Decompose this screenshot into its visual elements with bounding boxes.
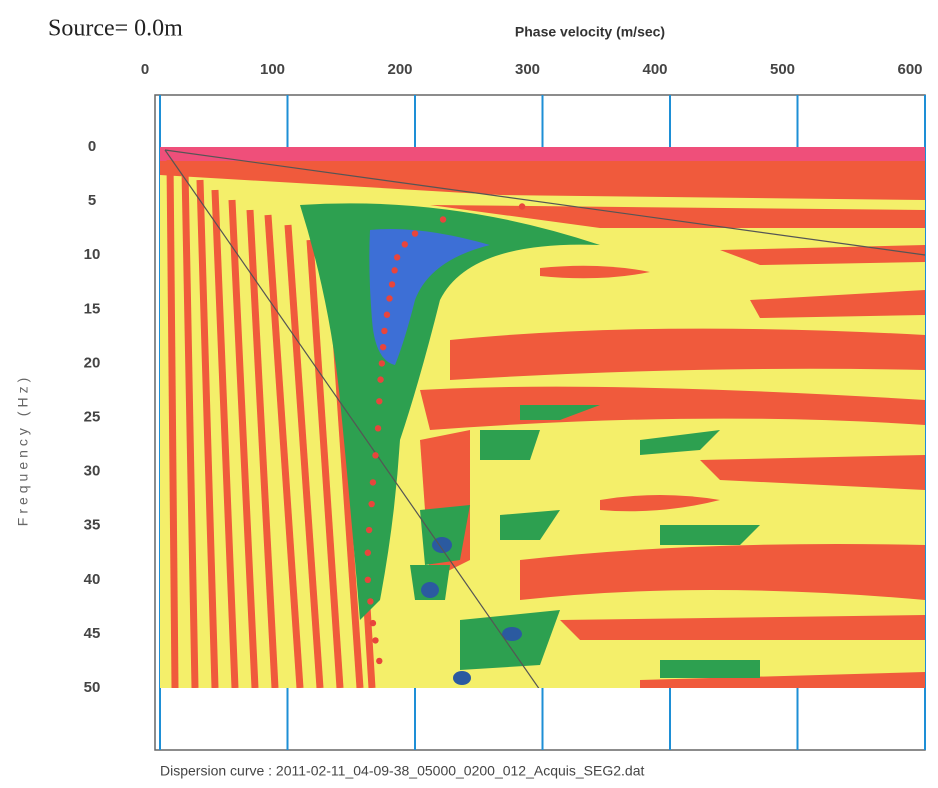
y-tick-label: 20: [84, 354, 101, 371]
x-tick-label: 300: [515, 61, 540, 78]
dispersion-point: [375, 425, 381, 431]
dispersion-point: [394, 254, 400, 260]
dispersion-point: [380, 344, 386, 350]
dispersion-point: [365, 577, 371, 583]
dispersion-point: [372, 452, 378, 458]
x-tick-label: 500: [770, 61, 795, 78]
caption: Dispersion curve : 2011-02-11_04-09-38_0…: [160, 763, 644, 779]
dispersion-point: [386, 295, 392, 301]
dispersion-point: [412, 230, 418, 236]
chart-title: Source= 0.0m: [48, 16, 183, 42]
chart: Source= 0.0m Phase velocity (m/sec) Freq…: [0, 0, 938, 788]
y-tick-label: 30: [84, 463, 101, 480]
y-tick-label: 5: [88, 192, 96, 209]
y-tick-label: 40: [84, 571, 101, 588]
dispersion-point: [402, 241, 408, 247]
dispersion-point: [377, 376, 383, 382]
x-tick-label: 400: [642, 61, 667, 78]
y-tick-label: 0: [88, 138, 96, 155]
dispersion-point: [381, 328, 387, 334]
y-tick-label: 10: [84, 246, 101, 263]
y-tick-label: 50: [84, 679, 101, 696]
dispersion-point: [379, 360, 385, 366]
y-tick-label: 25: [84, 408, 101, 425]
y-tick-label: 15: [84, 300, 101, 317]
x-tick-label: 200: [387, 61, 412, 78]
dispersion-point: [370, 620, 376, 626]
x-tick-label: 600: [897, 61, 922, 78]
dispersion-point: [376, 398, 382, 404]
dispersion-point: [367, 598, 373, 604]
x-tick-label: 100: [260, 61, 285, 78]
dispersion-point: [366, 527, 372, 533]
dispersion-image: [160, 147, 925, 690]
dispersion-point: [372, 637, 378, 643]
dispersion-point: [384, 312, 390, 318]
dispersion-point: [365, 550, 371, 556]
dispersion-point: [389, 281, 395, 287]
x-axis-label: Phase velocity (m/sec): [515, 24, 665, 40]
dispersion-point: [440, 216, 446, 222]
y-tick-label: 45: [84, 625, 101, 642]
y-axis-label: Frequency (Hz): [15, 374, 31, 526]
y-tick-label: 35: [84, 517, 101, 534]
dispersion-point: [370, 479, 376, 485]
dispersion-point: [368, 501, 374, 507]
x-tick-label: 0: [141, 61, 149, 78]
dispersion-point: [376, 658, 382, 664]
dispersion-point: [391, 267, 397, 273]
dispersion-point: [519, 203, 525, 209]
